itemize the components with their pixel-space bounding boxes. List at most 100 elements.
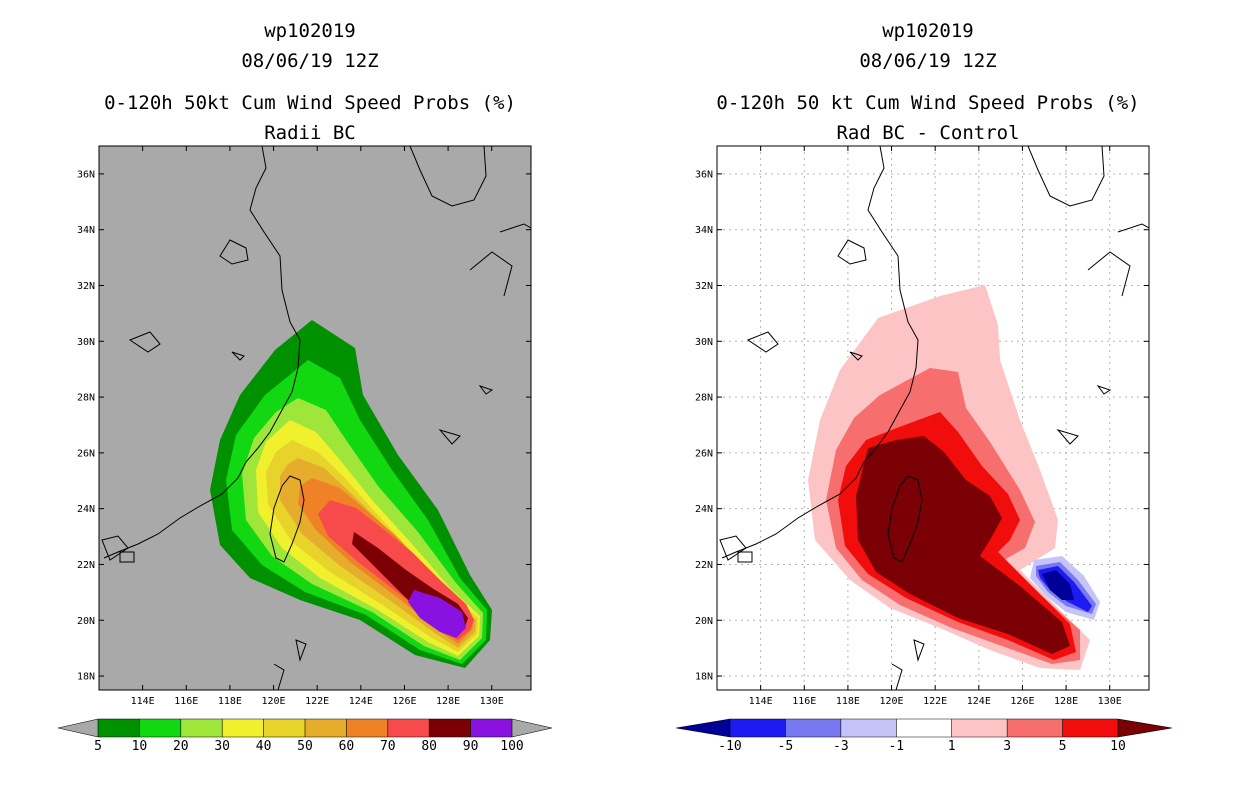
right-title-line-2: 08/06/19 12Z	[859, 50, 996, 72]
right-difference-contours	[717, 146, 1149, 690]
right-x-tick-label: 120E	[879, 696, 903, 707]
left-colorbar-box	[305, 719, 347, 737]
left-y-tick-label: 22N	[77, 560, 95, 571]
right-y-tick-label: 28N	[695, 393, 713, 404]
left-y-tick-label: 26N	[77, 448, 95, 459]
left-y-tick-label: 34N	[77, 225, 95, 236]
left-colorbar-high-end	[512, 719, 552, 737]
left-colorbar-box	[98, 719, 140, 737]
left-colorbar-label: 80	[421, 739, 437, 754]
left-x-tick-label: 120E	[261, 696, 285, 707]
right-colorbar-label: -5	[778, 739, 794, 754]
right-colorbar-box	[730, 719, 786, 737]
left-contour-90pct	[408, 590, 466, 638]
right-x-tick-label: 116E	[792, 696, 816, 707]
left-colorbar-box	[263, 719, 306, 737]
left-colorbar-box	[222, 719, 265, 737]
left-colorbar-label: 70	[380, 739, 396, 754]
left-colorbar-label: 5	[94, 739, 102, 754]
right-y-tick-label: 26N	[695, 448, 713, 459]
left-panel: wp102019 08/06/19 12Z 0-120h 50kt Cum Wi…	[57, 20, 553, 754]
right-map-frame	[716, 145, 1150, 691]
left-y-tick-label: 28N	[77, 393, 95, 404]
right-y-axis: 18N 20N 22N 24N 26N 28N 30N 32N 34N 36N	[695, 169, 1149, 683]
left-x-tick-label: 126E	[392, 696, 416, 707]
right-x-tick-label: 114E	[749, 696, 773, 707]
right-panel: wp102019 08/06/19 12Z 0-120h 50 kt Cum W…	[675, 20, 1173, 754]
left-x-axis: 114E 116E 118E 120E 122E 124E 126E 128E 130E	[131, 146, 504, 707]
left-colorbar-box	[429, 719, 472, 737]
left-colorbar-low-end	[58, 719, 98, 737]
right-colorbar: -10 -5 -3 -1 1 3 5 10	[675, 718, 1173, 754]
right-colorbar-label: 5	[1059, 739, 1067, 754]
right-title-line-3: 0-120h 50 kt Cum Wind Speed Probs (%)	[716, 92, 1139, 114]
left-x-tick-label: 124E	[349, 696, 373, 707]
left-colorbar-label: 10	[132, 739, 148, 754]
left-x-tick-label: 118E	[218, 696, 242, 707]
right-y-tick-label: 24N	[695, 504, 713, 515]
left-title-line-3: 0-120h 50kt Cum Wind Speed Probs (%)	[104, 92, 516, 114]
left-title-line-4: Radii BC	[264, 122, 356, 144]
left-colorbar-label: 90	[463, 739, 479, 754]
left-y-axis: 18N 20N 22N 24N 26N 28N 30N 32N 34N 36N	[77, 169, 531, 683]
right-y-tick-label: 30N	[695, 337, 713, 348]
left-y-tick-label: 18N	[77, 672, 95, 683]
left-colorbar-box	[470, 719, 513, 737]
left-probability-contours	[101, 146, 531, 690]
right-y-tick-label: 22N	[695, 560, 713, 571]
left-x-tick-label: 114E	[131, 696, 155, 707]
right-y-tick-label: 34N	[695, 225, 713, 236]
left-colorbar-label: 40	[256, 739, 272, 754]
left-colorbar-box	[387, 719, 430, 737]
left-colorbar-label: 60	[339, 739, 355, 754]
right-x-axis: 114E 116E 118E 120E 122E 124E 126E 128E 130E	[749, 146, 1122, 707]
left-x-tick-label: 130E	[480, 696, 504, 707]
right-coastlines	[719, 146, 1149, 690]
right-y-tick-label: 36N	[695, 169, 713, 180]
right-y-tick-label: 32N	[695, 281, 713, 292]
right-colorbar-low-end	[676, 719, 730, 737]
right-colorbar-box	[1062, 719, 1119, 737]
right-x-tick-label: 124E	[967, 696, 991, 707]
left-map-frame	[98, 145, 532, 691]
right-y-tick-label: 18N	[695, 672, 713, 683]
right-x-tick-label: 130E	[1098, 696, 1122, 707]
right-colorbar-label: -1	[888, 739, 904, 754]
right-x-tick-label: 126E	[1010, 696, 1034, 707]
left-colorbar-label: 50	[297, 739, 313, 754]
right-colorbar-box	[1007, 719, 1064, 737]
left-colorbar-box	[180, 719, 223, 737]
left-y-tick-label: 24N	[77, 504, 95, 515]
left-x-tick-label: 128E	[436, 696, 460, 707]
right-y-tick-label: 20N	[695, 616, 713, 627]
right-colorbar-label: 1	[948, 739, 956, 754]
left-x-tick-label: 122E	[305, 696, 329, 707]
right-colorbar-label: -3	[833, 739, 849, 754]
right-colorbar-box	[785, 719, 842, 737]
right-contour-minus-10	[1042, 570, 1074, 600]
right-x-tick-label: 118E	[836, 696, 860, 707]
right-colorbar-high-end	[1118, 719, 1172, 737]
left-y-tick-label: 30N	[77, 337, 95, 348]
right-colorbar-label: -10	[718, 739, 741, 754]
left-colorbar-box	[139, 719, 182, 737]
right-title-line-1: wp102019	[882, 20, 974, 42]
right-colorbar-label: 10	[1110, 739, 1126, 754]
left-colorbar-label: 20	[173, 739, 189, 754]
left-y-tick-label: 32N	[77, 281, 95, 292]
right-colorbar-box	[951, 719, 1008, 737]
right-colorbar-label: 3	[1003, 739, 1011, 754]
right-x-tick-label: 122E	[923, 696, 947, 707]
left-y-tick-label: 20N	[77, 616, 95, 627]
left-colorbar-label: 100	[500, 739, 523, 754]
right-contour-plus-10	[856, 436, 1070, 654]
left-title-line-2: 08/06/19 12Z	[241, 50, 378, 72]
right-colorbar-box	[840, 719, 897, 737]
left-coastlines	[101, 146, 531, 690]
left-colorbar-box	[346, 719, 389, 737]
right-x-tick-label: 128E	[1054, 696, 1078, 707]
right-title-line-4: Rad BC - Control	[836, 122, 1019, 144]
left-title-line-1: wp102019	[264, 20, 356, 42]
left-x-tick-label: 116E	[174, 696, 198, 707]
